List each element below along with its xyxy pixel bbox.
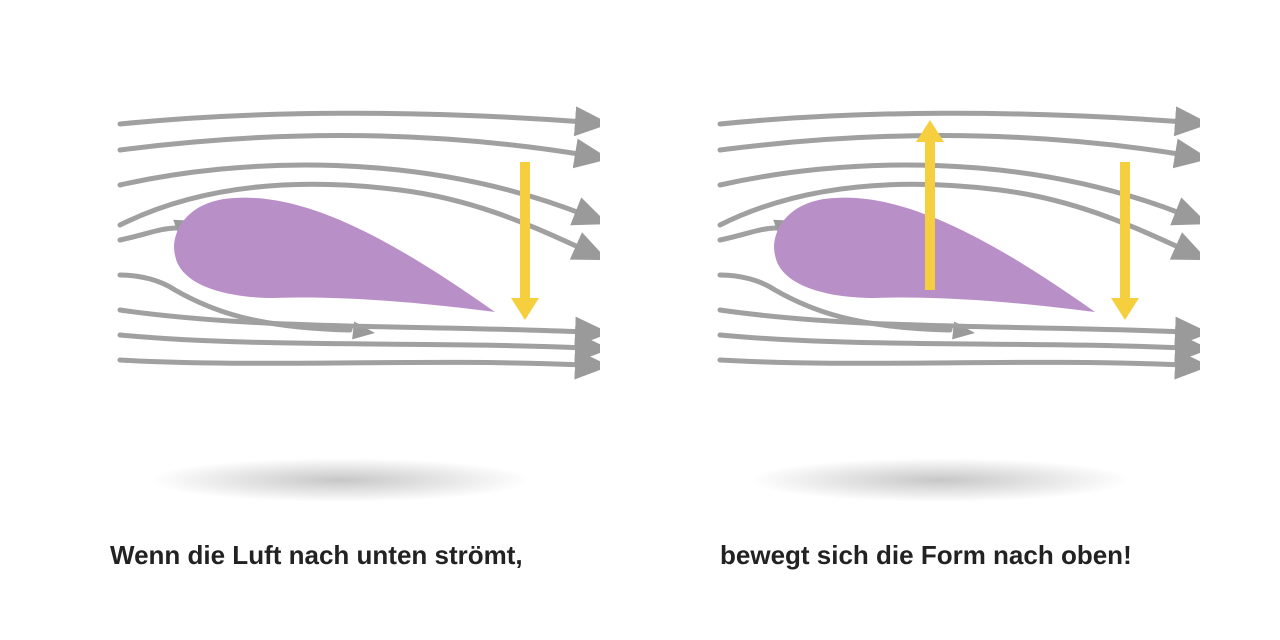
caption-left: Wenn die Luft nach unten strömt, <box>110 540 523 571</box>
streamline <box>120 310 585 332</box>
downwash-arrow-head <box>1111 298 1139 320</box>
streamline <box>720 310 1185 332</box>
streamline <box>120 136 585 155</box>
streamline <box>120 360 585 365</box>
streamline <box>720 136 1185 155</box>
streamline <box>720 113 1185 124</box>
ground-shadow <box>750 458 1130 502</box>
caption-right: bewegt sich die Form nach oben! <box>720 540 1132 571</box>
airflow-diagram-left <box>80 80 600 520</box>
streamline <box>720 228 777 240</box>
streamline <box>120 228 177 240</box>
streamline <box>120 165 585 215</box>
streamline <box>120 113 585 124</box>
downwash-arrow-head <box>511 298 539 320</box>
airflow-diagram-right <box>680 80 1200 520</box>
vertical-arrows-left <box>511 162 539 320</box>
airflow-panel-left <box>80 80 600 520</box>
airflow-panel-right <box>680 80 1200 520</box>
ground-shadow <box>150 458 530 502</box>
streamline <box>720 165 1185 215</box>
airfoil-shape <box>174 198 495 312</box>
lift-arrow-head <box>916 120 944 142</box>
streamline <box>720 360 1185 365</box>
